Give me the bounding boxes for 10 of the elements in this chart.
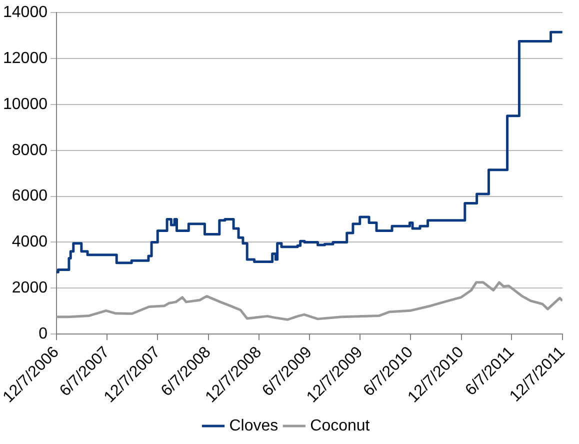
legend-label: Cloves: [229, 417, 278, 434]
y-tick-label: 6000: [12, 188, 48, 205]
y-tick-label: 4000: [12, 234, 48, 251]
legend-label: Coconut: [310, 417, 370, 434]
y-tick-label: 14000: [2, 4, 48, 22]
y-tick-label: 10000: [2, 96, 48, 113]
y-tick-label: 12000: [2, 50, 48, 67]
y-tick-label: 8000: [12, 142, 48, 159]
y-tick-label: 0: [38, 326, 48, 342]
y-tick-label: 2000: [12, 280, 48, 297]
